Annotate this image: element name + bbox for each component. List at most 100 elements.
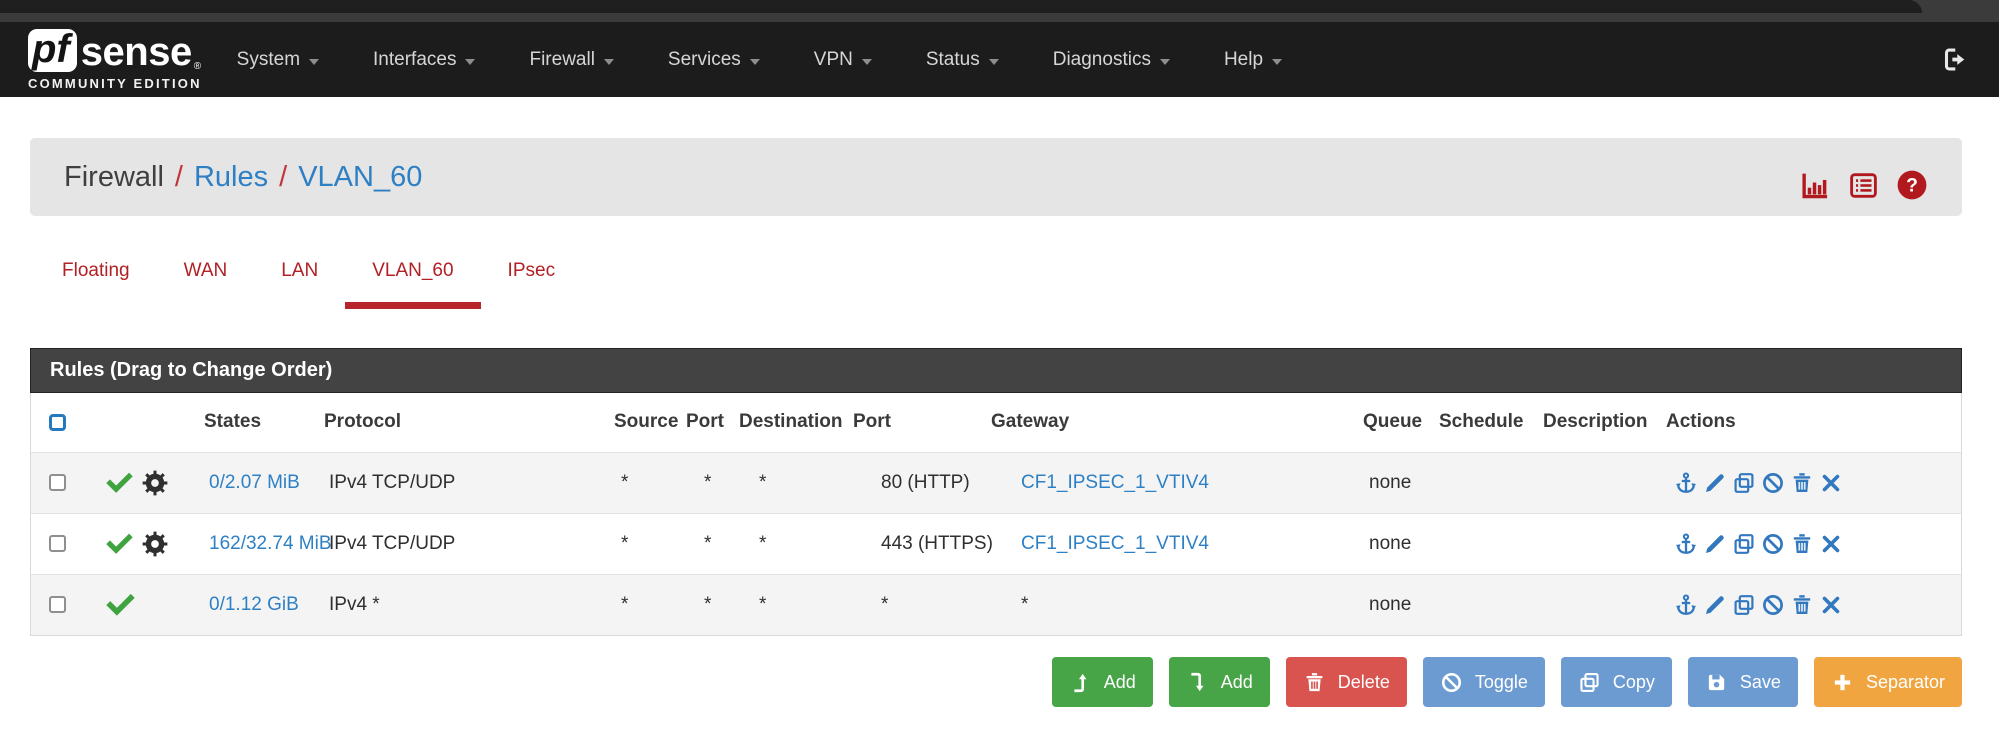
chevron-down-icon	[861, 58, 872, 65]
main-menu: System Interfaces Firewall Services VPN …	[210, 22, 1309, 97]
rule-action-buttons: Add Add Delete Toggle Copy	[0, 657, 1962, 707]
help-icon[interactable]: ?	[1896, 169, 1928, 201]
column-header-queue: Queue	[1363, 411, 1423, 433]
delete-trash-icon[interactable]	[1790, 532, 1814, 556]
nav-label: Help	[1223, 48, 1264, 70]
column-header-dest-port: Port	[853, 411, 891, 433]
gateway-link[interactable]: CF1_IPSEC_1_VTIV4	[1021, 532, 1209, 554]
interface-tabs: Floating WAN LAN VLAN_60 IPsec	[35, 260, 1999, 309]
tab-wan[interactable]: WAN	[183, 260, 228, 281]
save-button[interactable]: Save	[1687, 657, 1798, 707]
breadcrumb-actions: ?	[1800, 169, 1928, 201]
column-header-description: Description	[1543, 411, 1648, 433]
schedule-cell	[1438, 574, 1541, 635]
disable-ban-icon[interactable]	[1761, 532, 1785, 556]
nav-item-status[interactable]: Status	[899, 22, 1026, 97]
breadcrumb-rules-link[interactable]: Rules	[193, 160, 269, 193]
panel-title: Rules (Drag to Change Order)	[30, 348, 1962, 393]
pfsense-logo[interactable]: pf sense ® COMMUNITY EDITION	[28, 28, 202, 91]
nav-item-interfaces[interactable]: Interfaces	[346, 22, 502, 97]
table-header-row: States Protocol Source Port Destination …	[31, 393, 1961, 452]
rule-row-3[interactable]: 0/1.12 GiB IPv4 * * * * * * none	[31, 574, 1961, 635]
edit-icon[interactable]	[1703, 593, 1727, 617]
dest-port-cell: 443 (HTTPS)	[881, 532, 993, 554]
add-rule-top-button[interactable]: Add	[1051, 657, 1153, 707]
column-header-states: States	[204, 411, 262, 433]
move-anchor-icon[interactable]	[1674, 532, 1698, 556]
pass-check-icon[interactable]	[106, 590, 135, 619]
move-anchor-icon[interactable]	[1674, 593, 1698, 617]
nav-item-vpn[interactable]: VPN	[787, 22, 899, 97]
rule-row-2[interactable]: 162/32.74 MiB IPv4 TCP/UDP * * * 443 (HT…	[31, 513, 1961, 574]
delete-cross-icon[interactable]	[1819, 593, 1843, 617]
pfsense-logo-text: pf sense ®	[28, 28, 202, 74]
log-list-icon[interactable]	[1848, 170, 1879, 201]
pass-check-icon[interactable]	[106, 469, 133, 496]
queue-cell: none	[1369, 532, 1412, 554]
description-cell	[1541, 452, 1664, 513]
rule-row-1[interactable]: 0/2.07 MiB IPv4 TCP/UDP * * * 80 (HTTP) …	[31, 452, 1961, 513]
sense-logo-text: sense	[80, 29, 192, 74]
nav-item-system[interactable]: System	[210, 22, 346, 97]
states-link[interactable]: 0/1.12 GiB	[209, 593, 299, 615]
column-header-source-port: Port	[686, 411, 724, 433]
save-icon	[1708, 674, 1725, 690]
community-edition-label: COMMUNITY EDITION	[28, 75, 202, 91]
button-label: Copy	[1612, 671, 1655, 692]
row-checkbox[interactable]	[49, 473, 66, 491]
toggle-selected-button[interactable]: Toggle	[1422, 657, 1545, 707]
nav-item-services[interactable]: Services	[641, 22, 787, 97]
pass-check-icon[interactable]	[106, 530, 133, 557]
nav-item-help[interactable]: Help	[1197, 22, 1309, 97]
disable-ban-icon[interactable]	[1761, 471, 1785, 495]
gateway-link[interactable]: CF1_IPSEC_1_VTIV4	[1021, 471, 1209, 493]
chevron-down-icon	[309, 58, 320, 65]
row-checkbox[interactable]	[49, 534, 66, 552]
tab-lan[interactable]: LAN	[281, 260, 319, 281]
status-graph-icon[interactable]	[1800, 170, 1831, 201]
select-all-checkbox[interactable]	[49, 413, 66, 431]
nav-label: Firewall	[529, 48, 595, 70]
move-anchor-icon[interactable]	[1674, 471, 1698, 495]
edit-icon[interactable]	[1703, 471, 1727, 495]
states-link[interactable]: 0/2.07 MiB	[209, 471, 300, 493]
copy-icon[interactable]	[1732, 532, 1756, 556]
tab-vlan60[interactable]: VLAN_60	[345, 260, 481, 309]
tab-floating[interactable]: Floating	[62, 260, 130, 281]
row-checkbox[interactable]	[49, 596, 66, 614]
breadcrumb-interface-link[interactable]: VLAN_60	[298, 160, 423, 193]
breadcrumb-separator: /	[174, 160, 183, 193]
delete-cross-icon[interactable]	[1819, 471, 1843, 495]
disable-ban-icon[interactable]	[1761, 593, 1785, 617]
trash-icon	[1306, 672, 1323, 691]
delete-selected-button[interactable]: Delete	[1285, 657, 1407, 707]
delete-trash-icon[interactable]	[1790, 471, 1814, 495]
tab-ipsec[interactable]: IPsec	[507, 260, 556, 281]
nav-item-diagnostics[interactable]: Diagnostics	[1026, 22, 1197, 97]
button-label: Separator	[1865, 671, 1945, 692]
nav-label: Status	[925, 48, 980, 70]
sign-out-icon	[1944, 48, 1965, 71]
states-link[interactable]: 162/32.74 MiB	[209, 532, 332, 554]
advanced-gear-icon[interactable]	[141, 469, 169, 497]
description-cell	[1541, 574, 1664, 635]
advanced-gear-icon[interactable]	[141, 530, 169, 558]
nav-label: Services	[667, 48, 741, 70]
copy-icon[interactable]	[1732, 471, 1756, 495]
destination-cell: *	[759, 593, 767, 615]
rules-table: States Protocol Source Port Destination …	[31, 393, 1961, 635]
delete-cross-icon[interactable]	[1819, 532, 1843, 556]
registered-mark: ®	[193, 60, 202, 72]
edit-icon[interactable]	[1703, 532, 1727, 556]
schedule-cell	[1438, 513, 1541, 574]
copy-icon[interactable]	[1732, 593, 1756, 617]
breadcrumb: Firewall / Rules / VLAN_60	[30, 138, 1962, 216]
add-separator-button[interactable]: Separator	[1813, 657, 1962, 707]
delete-trash-icon[interactable]	[1790, 593, 1814, 617]
nav-item-firewall[interactable]: Firewall	[502, 22, 640, 97]
add-rule-bottom-button[interactable]: Add	[1168, 657, 1270, 707]
source-cell: *	[621, 471, 629, 493]
chevron-down-icon	[749, 58, 760, 65]
logout-button[interactable]	[1942, 46, 1969, 73]
copy-selected-button[interactable]: Copy	[1560, 657, 1672, 707]
